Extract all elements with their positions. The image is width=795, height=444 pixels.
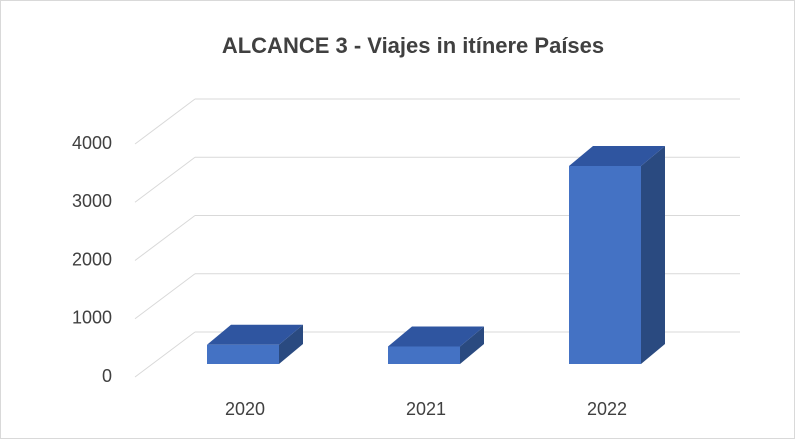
grid-line-side — [134, 156, 196, 203]
bar-front — [388, 346, 460, 364]
grid-line-side — [134, 98, 196, 145]
y-tick-label: 1000 — [72, 308, 112, 328]
grid-line-side — [134, 331, 196, 378]
bar — [207, 324, 303, 364]
chart-title: ALCANCE 3 - Viajes in itínere Países — [222, 33, 604, 58]
x-tick-label: 2022 — [587, 399, 627, 419]
grid-line-side — [134, 273, 196, 320]
x-tick-label: 2020 — [225, 399, 265, 419]
bar-top — [569, 145, 665, 166]
x-tick-label: 2021 — [406, 399, 446, 419]
bar-side — [460, 326, 484, 364]
bar-top — [388, 326, 484, 347]
bar-front — [569, 165, 641, 364]
bar-side — [641, 145, 665, 364]
bar — [388, 326, 484, 364]
y-tick-label: 4000 — [72, 133, 112, 153]
bar-top — [207, 324, 303, 345]
bar-side — [279, 324, 303, 364]
bar-front — [207, 344, 279, 364]
y-tick-label: 2000 — [72, 249, 112, 269]
y-tick-label: 3000 — [72, 191, 112, 211]
bar — [569, 145, 665, 364]
y-tick-label: 0 — [102, 366, 112, 386]
grid-line-side — [134, 215, 196, 261]
